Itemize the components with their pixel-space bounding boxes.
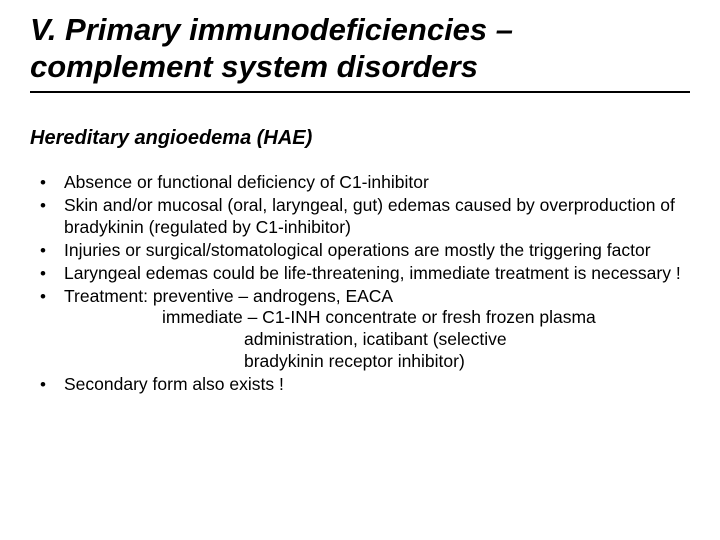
bullet-text: Injuries or surgical/stomatological oper… <box>64 240 651 260</box>
bullet-text: Absence or functional deficiency of C1-i… <box>64 172 429 192</box>
bullet-text-line: immediate – C1-INH concentrate or fresh … <box>64 307 690 329</box>
slide-subtitle: Hereditary angioedema (HAE) <box>30 127 690 150</box>
bullet-text-line: Treatment: preventive – androgens, EACA <box>64 286 393 306</box>
list-item: Injuries or surgical/stomatological oper… <box>30 240 690 262</box>
list-item: Absence or functional deficiency of C1-i… <box>30 172 690 194</box>
list-item: Skin and/or mucosal (oral, laryngeal, gu… <box>30 195 690 239</box>
bullet-text: Laryngeal edemas could be life-threateni… <box>64 263 681 283</box>
bullet-text: Skin and/or mucosal (oral, laryngeal, gu… <box>64 195 675 237</box>
list-item: Secondary form also exists ! <box>30 374 690 396</box>
bullet-text: Secondary form also exists ! <box>64 374 284 394</box>
title-line-2: complement system disorders <box>30 49 478 84</box>
title-line-1: V. Primary immunodeficiencies – <box>30 12 513 47</box>
bullet-text-line: administration, icatibant (selective <box>64 329 690 351</box>
bullet-list: Absence or functional deficiency of C1-i… <box>30 172 690 396</box>
list-item: Laryngeal edemas could be life-threateni… <box>30 263 690 285</box>
bullet-text-line: bradykinin receptor inhibitor) <box>64 351 690 373</box>
slide-title: V. Primary immunodeficiencies – compleme… <box>30 12 690 93</box>
list-item: Treatment: preventive – androgens, EACA … <box>30 286 690 374</box>
